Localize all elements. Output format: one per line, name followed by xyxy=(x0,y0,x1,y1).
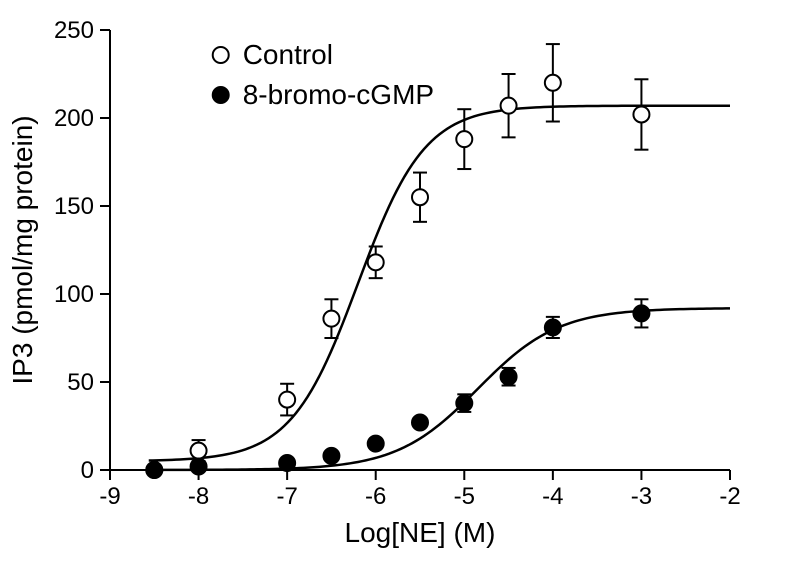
y-tick-label: 50 xyxy=(67,369,94,396)
data-point-1 xyxy=(412,414,428,430)
data-point-0 xyxy=(323,311,339,327)
legend-label-0: Control xyxy=(243,39,333,70)
data-point-1 xyxy=(368,436,384,452)
y-tick-label: 0 xyxy=(81,457,94,484)
x-tick-label: -8 xyxy=(188,483,209,510)
x-tick-label: -9 xyxy=(99,483,120,510)
legend-label-1: 8-bromo-cGMP xyxy=(243,79,434,110)
fit-curve-0 xyxy=(149,106,730,461)
data-point-0 xyxy=(191,443,207,459)
data-point-1 xyxy=(191,458,207,474)
data-point-1 xyxy=(323,448,339,464)
x-tick-label: -7 xyxy=(276,483,297,510)
x-tick-label: -4 xyxy=(542,483,563,510)
data-point-1 xyxy=(279,455,295,471)
data-point-0 xyxy=(456,131,472,147)
dose-response-chart: -9 -8 -7 -6 -5 -4 -3 -2 0 50 100 150 200 250 Log[NE] (… xyxy=(0,0,800,575)
data-point-1 xyxy=(633,305,649,321)
data-point-0 xyxy=(545,75,561,91)
data-point-0 xyxy=(501,98,517,114)
chart-svg: -9 -8 -7 -6 -5 -4 -3 -2 0 50 100 150 200 250 Log[NE] (… xyxy=(0,0,800,575)
y-tick-label: 250 xyxy=(54,17,94,44)
legend-marker-0 xyxy=(213,47,229,63)
x-axis-label: Log[NE] (M) xyxy=(345,517,496,548)
data-point-0 xyxy=(368,254,384,270)
data-point-0 xyxy=(633,106,649,122)
y-tick-label: 200 xyxy=(54,105,94,132)
y-axis-label: IP3 (pmol/mg protein) xyxy=(7,115,38,384)
data-point-1 xyxy=(456,395,472,411)
x-tick-label: -6 xyxy=(365,483,386,510)
x-tick-label: -5 xyxy=(454,483,475,510)
x-tick-label: -2 xyxy=(719,483,740,510)
y-tick-label: 100 xyxy=(54,281,94,308)
y-tick-label: 150 xyxy=(54,193,94,220)
legend-marker-1 xyxy=(213,87,229,103)
data-point-1 xyxy=(146,462,162,478)
data-point-1 xyxy=(501,369,517,385)
data-point-0 xyxy=(279,392,295,408)
fit-curve-1 xyxy=(149,308,730,470)
x-tick-label: -3 xyxy=(631,483,652,510)
data-point-0 xyxy=(412,189,428,205)
data-point-1 xyxy=(545,319,561,335)
